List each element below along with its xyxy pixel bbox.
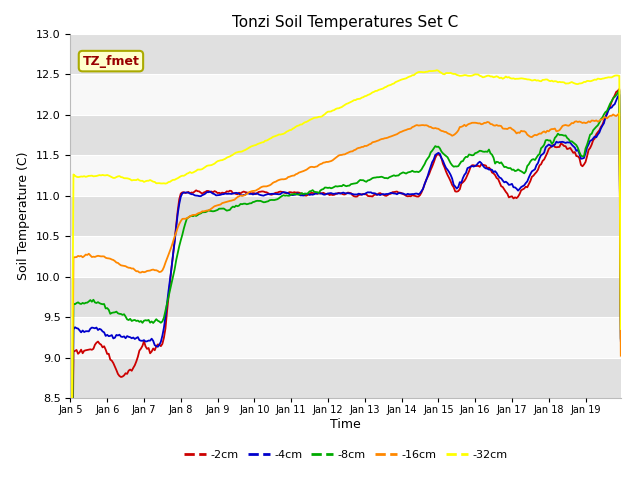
Title: Tonzi Soil Temperatures Set C: Tonzi Soil Temperatures Set C — [232, 15, 459, 30]
Bar — [70, 196, 621, 236]
Bar — [70, 115, 621, 155]
Text: TZ_fmet: TZ_fmet — [83, 55, 140, 68]
Y-axis label: Soil Temperature (C): Soil Temperature (C) — [17, 152, 30, 280]
Bar — [70, 74, 621, 115]
Bar — [70, 358, 621, 398]
Bar — [70, 34, 621, 74]
X-axis label: Time: Time — [330, 418, 361, 431]
Bar — [70, 317, 621, 358]
Bar — [70, 236, 621, 277]
Bar — [70, 155, 621, 196]
Legend: -2cm, -4cm, -8cm, -16cm, -32cm: -2cm, -4cm, -8cm, -16cm, -32cm — [179, 445, 512, 464]
Bar — [70, 277, 621, 317]
